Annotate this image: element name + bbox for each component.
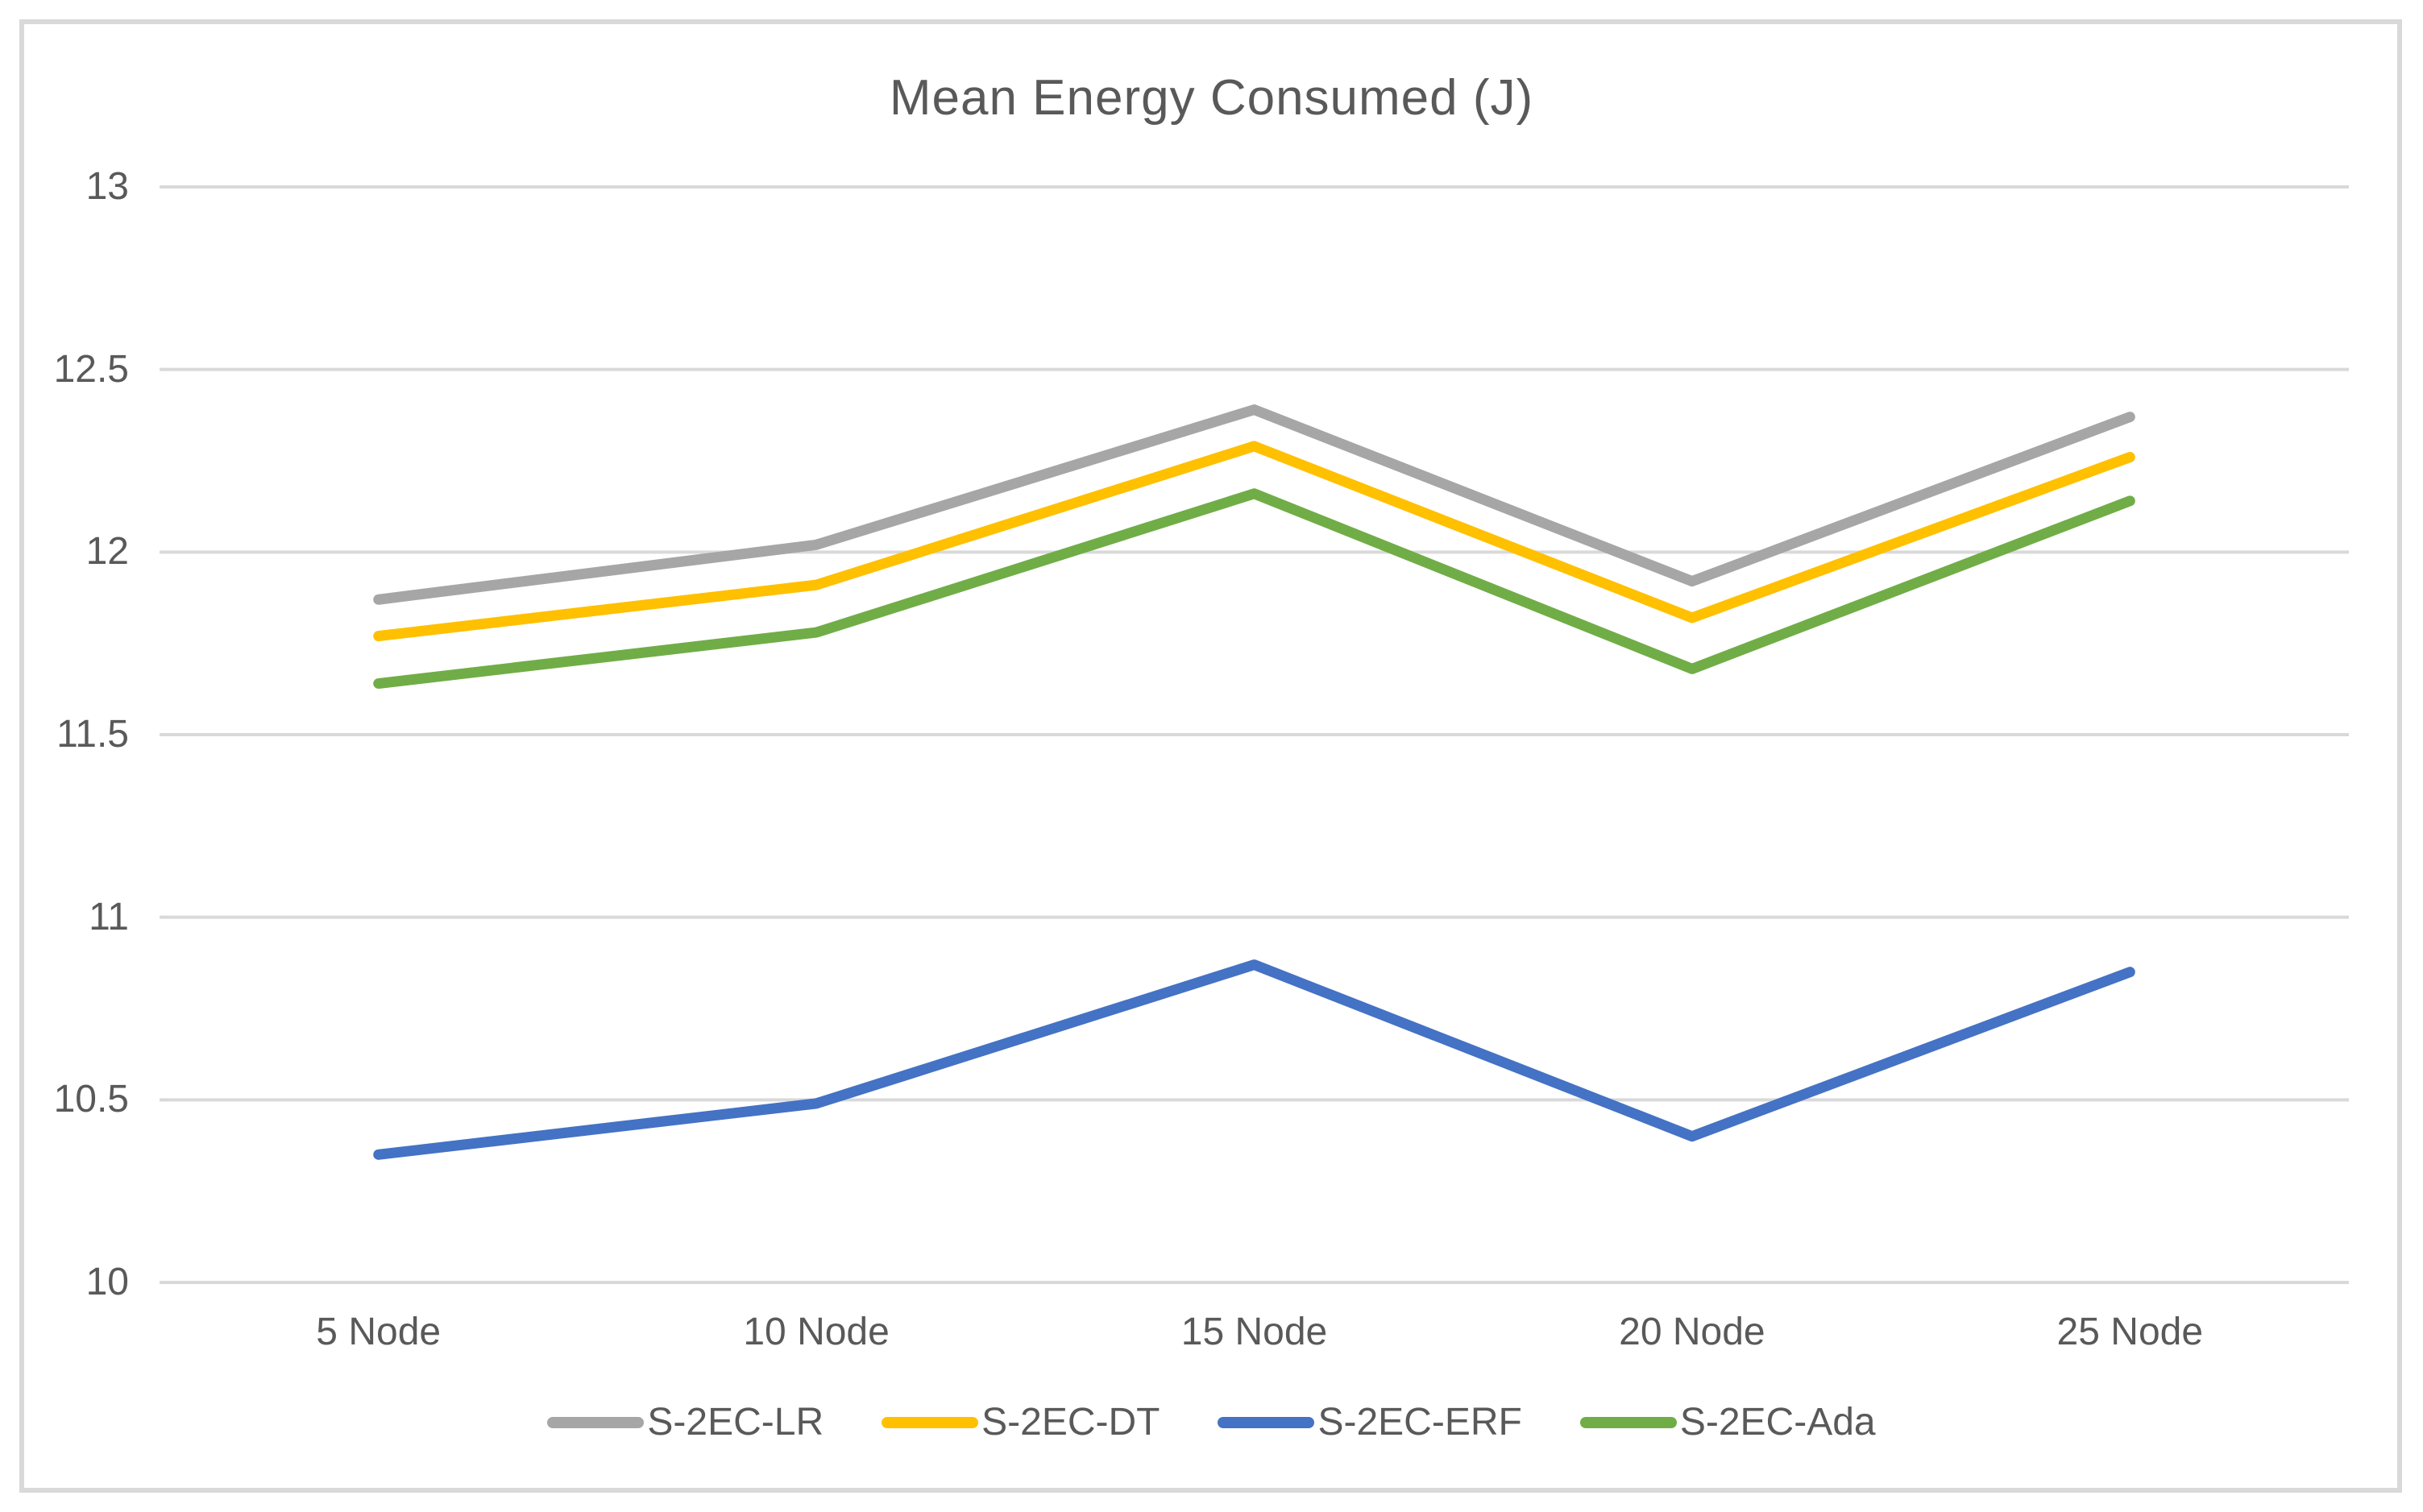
legend-label: S-2EC-LR: [647, 1401, 824, 1444]
y-axis-tick-label: 11: [89, 895, 129, 938]
x-axis-tick-label: 25 Node: [2056, 1311, 2204, 1353]
legend-swatch-icon: [1579, 1417, 1677, 1428]
chart-legend: S-2EC-LR S-2EC-DT S-2EC-ERF S-2EC-Ada: [0, 1403, 2423, 1442]
legend-swatch-icon: [1218, 1417, 1315, 1428]
legend-item-s-2ec-lr: S-2EC-LR: [547, 1403, 824, 1442]
series-line-s-2ec-dt: [373, 441, 2135, 642]
chart-border-frame: [19, 19, 2402, 1493]
series-line-s-2ec-lr: [373, 404, 2135, 605]
legend-label: S-2EC-ERF: [1317, 1401, 1522, 1444]
legend-label: S-2EC-DT: [981, 1401, 1160, 1444]
legend-item-s-2ec-erf: S-2EC-ERF: [1218, 1401, 1522, 1444]
y-axis-tick-label: 13: [85, 165, 129, 208]
legend-item-s-2ec-ada: S-2EC-Ada: [1579, 1401, 1876, 1444]
x-axis-tick-label: 5 Node: [316, 1311, 442, 1353]
series-line-s-2ec-erf: [373, 959, 2135, 1160]
chart-title: Mean Energy Consumed (J): [889, 70, 1534, 126]
series-line-s-2ec-ada: [373, 488, 2135, 690]
legend-swatch-icon: [547, 1417, 645, 1428]
y-axis-tick-label: 10.5: [53, 1078, 129, 1121]
x-axis-tick-label: 15 Node: [1180, 1311, 1328, 1353]
legend-label: S-2EC-Ada: [1679, 1401, 1876, 1444]
y-axis-tick-label: 10: [85, 1261, 129, 1303]
legend-swatch-icon: [882, 1417, 979, 1428]
x-axis-tick-label: 10 Node: [743, 1311, 890, 1353]
y-axis-tick-label: 11.5: [56, 713, 129, 756]
y-axis-tick-label: 12: [85, 530, 129, 574]
legend-item-s-2ec-dt: S-2EC-DT: [882, 1403, 1160, 1442]
y-axis-tick-label: 12.5: [53, 347, 129, 391]
x-axis-tick-label: 20 Node: [1619, 1311, 1765, 1353]
